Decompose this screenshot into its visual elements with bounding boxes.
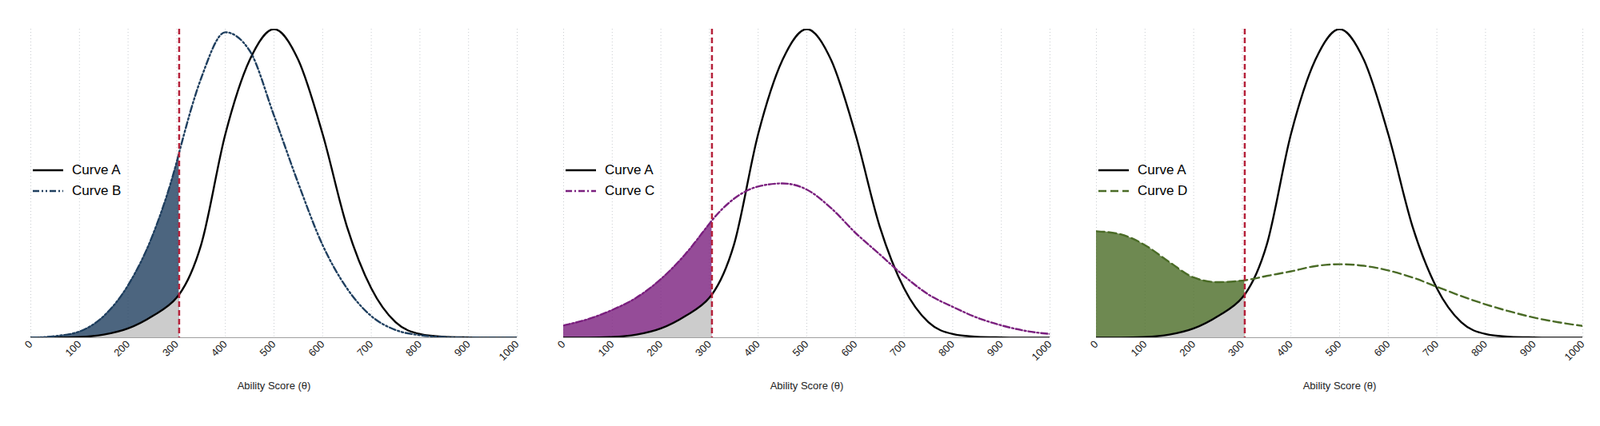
- svg-text:Ability Score (θ): Ability Score (θ): [1303, 380, 1377, 392]
- html-text:Curve B: Curve B: [72, 183, 122, 199]
- html-text:Curve D: Curve D: [1137, 183, 1188, 199]
- svg-text:300: 300: [692, 338, 714, 360]
- svg-text:600: 600: [838, 338, 860, 360]
- html-text:Curve A: Curve A: [1137, 162, 1186, 178]
- svg-text:800: 800: [936, 338, 957, 360]
- svg-text:900: 900: [984, 338, 1006, 360]
- svg-text:100: 100: [1128, 338, 1149, 360]
- svg-text:1000: 1000: [496, 338, 522, 364]
- svg-text:500: 500: [790, 338, 812, 360]
- svg-text:Ability Score (θ): Ability Score (θ): [237, 380, 312, 392]
- svg-text:600: 600: [1371, 338, 1392, 360]
- svg-text:1000: 1000: [1029, 338, 1055, 364]
- svg-text:400: 400: [1274, 338, 1296, 360]
- svg-text:500: 500: [257, 338, 279, 360]
- svg-text:800: 800: [1468, 338, 1490, 360]
- svg-text:200: 200: [644, 338, 665, 360]
- svg-text:0: 0: [555, 338, 568, 352]
- svg-text:700: 700: [1420, 338, 1441, 360]
- svg-text:700: 700: [887, 338, 908, 360]
- svg-text:900: 900: [1517, 338, 1539, 360]
- html-text:Curve C: Curve C: [604, 183, 655, 199]
- svg-text:100: 100: [62, 338, 84, 360]
- svg-text:Ability Score (θ): Ability Score (θ): [770, 380, 844, 392]
- svg-text:200: 200: [1176, 338, 1198, 360]
- svg-text:100: 100: [595, 338, 616, 360]
- svg-text:800: 800: [403, 338, 424, 360]
- svg-text:300: 300: [160, 338, 181, 360]
- svg-text:1000: 1000: [1562, 338, 1588, 364]
- svg-text:700: 700: [354, 338, 376, 360]
- svg-text:400: 400: [208, 338, 230, 360]
- svg-text:500: 500: [1323, 338, 1344, 360]
- svg-text:600: 600: [305, 338, 327, 360]
- svg-text:0: 0: [1088, 338, 1101, 352]
- svg-text:300: 300: [1225, 338, 1247, 360]
- svg-text:900: 900: [452, 338, 473, 360]
- svg-text:200: 200: [111, 338, 132, 360]
- html-text:Curve A: Curve A: [72, 162, 121, 178]
- svg-text:400: 400: [741, 338, 763, 360]
- svg-text:0: 0: [22, 338, 36, 352]
- html-text:Curve A: Curve A: [604, 162, 654, 178]
